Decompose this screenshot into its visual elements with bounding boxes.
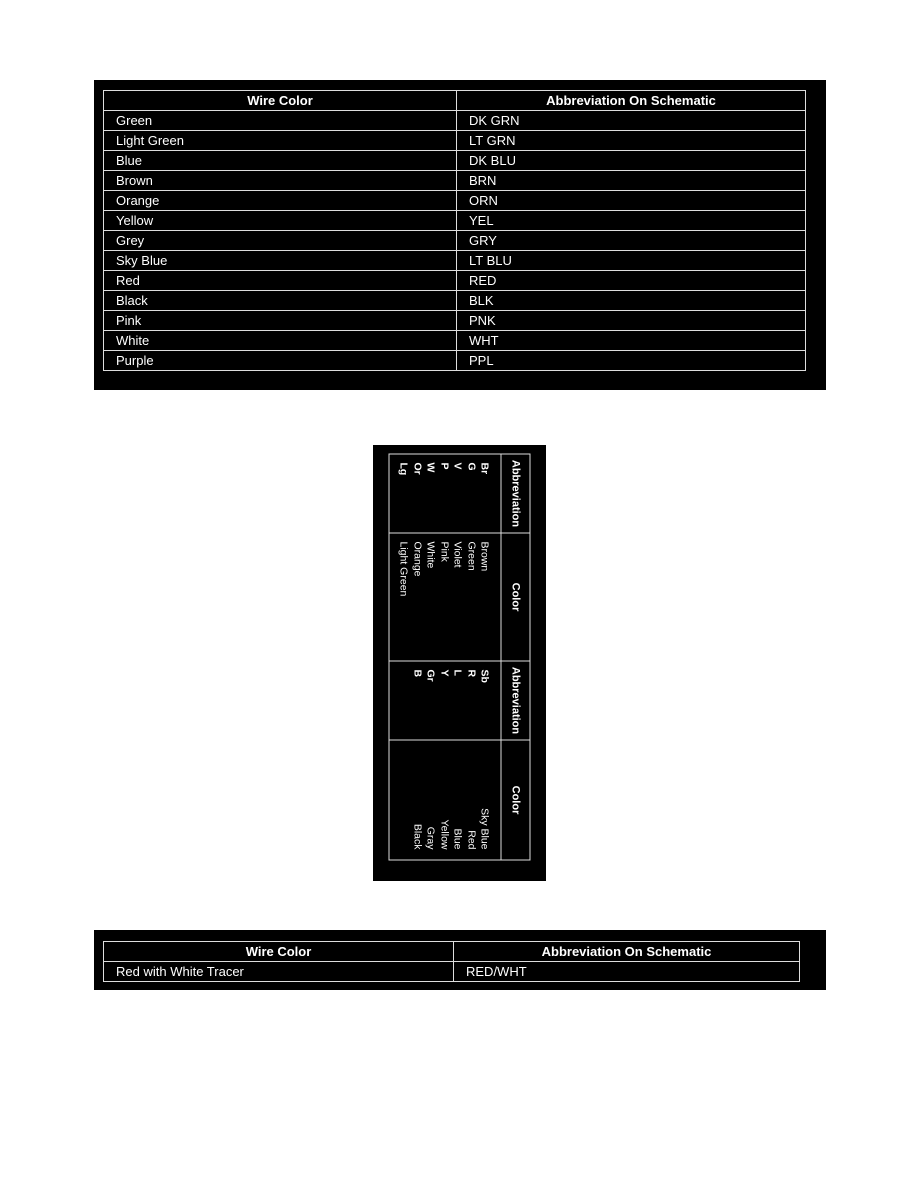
wire-color-cell: Yellow xyxy=(103,210,457,231)
wire-color-cell: Blue xyxy=(103,150,457,171)
wire-color-cell: Sky Blue xyxy=(103,250,457,271)
header-color-2: Color xyxy=(500,740,530,860)
table-row: Red with White Tracer RED/WHT xyxy=(103,961,800,982)
abbreviation-cell: DK BLU xyxy=(456,150,806,171)
list-item: Or xyxy=(410,462,423,475)
table-row: Orange ORN xyxy=(103,190,806,211)
abbreviation-cell: RED xyxy=(456,270,806,291)
abbreviation-cell: YEL xyxy=(456,210,806,231)
table-row: Pink PNK xyxy=(103,310,806,331)
wire-color-cell: Grey xyxy=(103,230,457,251)
list-item: V xyxy=(451,462,464,470)
header-abbreviation: Abbreviation On Schematic xyxy=(453,941,800,962)
list-item: W xyxy=(424,462,437,473)
abbreviation-cell: RED/WHT xyxy=(453,961,800,982)
list-item: B xyxy=(410,669,423,678)
wire-color-cell: Red xyxy=(103,270,457,291)
list-item: Red xyxy=(464,830,477,850)
wire-color-table-panel: Wire Color Abbreviation On Schematic Gre… xyxy=(94,80,826,390)
table-row: Black BLK xyxy=(103,290,806,311)
tracer-table: Wire Color Abbreviation On Schematic Red… xyxy=(103,941,800,982)
wire-color-cell: Black xyxy=(103,290,457,311)
abbreviation-list-1: Br G V P W Or Lg xyxy=(388,454,501,533)
table-row: Purple PPL xyxy=(103,350,806,371)
list-item: L xyxy=(451,669,464,676)
list-item: Lg xyxy=(397,462,410,476)
wire-color-cell: Purple xyxy=(103,350,457,371)
table-row: Sky Blue LT BLU xyxy=(103,250,806,271)
list-item: Black xyxy=(410,823,423,850)
abbreviation-color-table: Abbreviation Color Abbreviation Color Br… xyxy=(388,454,530,861)
list-item: Pink xyxy=(437,541,450,562)
wire-color-cell: Brown xyxy=(103,170,457,191)
rotated-abbreviation-table-panel: Abbreviation Color Abbreviation Color Br… xyxy=(373,445,546,881)
list-item: Gr xyxy=(424,669,437,682)
list-item: Violet xyxy=(451,541,464,568)
list-item: P xyxy=(437,462,450,470)
list-item: Brown xyxy=(478,541,491,572)
list-item: Light Green xyxy=(397,541,410,597)
table-row: White WHT xyxy=(103,330,806,351)
table-row: Grey GRY xyxy=(103,230,806,251)
abbreviation-cell: ORN xyxy=(456,190,806,211)
abbreviation-cell: WHT xyxy=(456,330,806,351)
list-item: Y xyxy=(437,669,450,677)
wire-color-cell: Orange xyxy=(103,190,457,211)
list-item: G xyxy=(464,462,477,471)
abbreviation-cell: BRN xyxy=(456,170,806,191)
table-row: Blue DK BLU xyxy=(103,150,806,171)
abbreviation-list-2: Sb R L Y Gr B xyxy=(388,661,501,740)
list-item: R xyxy=(464,669,477,678)
abbreviation-cell: BLK xyxy=(456,290,806,311)
tracer-table-panel: Wire Color Abbreviation On Schematic Red… xyxy=(94,930,826,990)
header-abbreviation-2: Abbreviation xyxy=(500,661,530,740)
list-item: White xyxy=(424,541,437,569)
abbreviation-cell: GRY xyxy=(456,230,806,251)
header-wire-color: Wire Color xyxy=(103,941,454,962)
wire-color-cell: Red with White Tracer xyxy=(103,961,454,982)
header-abbreviation: Abbreviation On Schematic xyxy=(456,90,806,111)
list-item: Orange xyxy=(410,541,423,577)
header-abbreviation-1: Abbreviation xyxy=(500,454,530,533)
table-row: Brown BRN xyxy=(103,170,806,191)
abbreviation-cell: PNK xyxy=(456,310,806,331)
header-wire-color: Wire Color xyxy=(103,90,457,111)
wire-color-table: Wire Color Abbreviation On Schematic Gre… xyxy=(103,90,806,371)
list-item: Yellow xyxy=(437,819,450,850)
list-item: Sky Blue xyxy=(478,808,491,850)
list-item: Br xyxy=(478,462,491,475)
table-row: Green DK GRN xyxy=(103,110,806,131)
list-item: Blue xyxy=(451,828,464,850)
list-item: Sb xyxy=(478,669,491,683)
wire-color-cell: White xyxy=(103,330,457,351)
abbreviation-cell: DK GRN xyxy=(456,110,806,131)
wire-color-cell: Green xyxy=(103,110,457,131)
wire-color-cell: Light Green xyxy=(103,130,457,151)
table-row: Red RED xyxy=(103,270,806,291)
list-item: Green xyxy=(464,541,477,571)
table-row: Yellow YEL xyxy=(103,210,806,231)
abbreviation-cell: LT GRN xyxy=(456,130,806,151)
wire-color-cell: Pink xyxy=(103,310,457,331)
header-color-1: Color xyxy=(500,533,530,661)
color-list-2: Sky Blue Red Blue Yellow Gray Black xyxy=(388,740,501,860)
list-item: Gray xyxy=(424,826,437,850)
color-list-1: Brown Green Violet Pink White Orange Light Gre… xyxy=(388,533,501,661)
abbreviation-cell: LT BLU xyxy=(456,250,806,271)
abbreviation-cell: PPL xyxy=(456,350,806,371)
table-row: Light Green LT GRN xyxy=(103,130,806,151)
